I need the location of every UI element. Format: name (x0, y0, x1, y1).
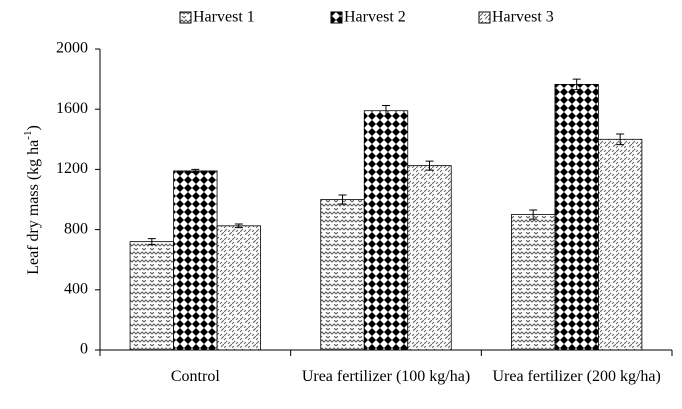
legend-swatch (179, 11, 192, 24)
bar (511, 214, 556, 351)
y-tick-label: 400 (64, 280, 88, 297)
bar (363, 110, 409, 351)
bar (173, 170, 218, 351)
y-tick-label: 800 (64, 220, 88, 237)
error-bar (572, 78, 581, 91)
legend-label: Harvest 1 (193, 9, 255, 26)
x-tick-label: Urea fertilizer (100 kg/ha) (301, 368, 471, 385)
x-tick-label: Urea fertilizer (200 kg/ha) (492, 368, 661, 385)
bar (407, 165, 452, 351)
x-tick-label: Control (170, 368, 220, 385)
error-bar (147, 238, 156, 246)
y-tick-label: 0 (80, 341, 88, 358)
y-axis-label: Leaf dry mass (kg ha-1) (22, 125, 42, 275)
error-bar (425, 160, 434, 171)
bar (598, 138, 643, 351)
error-bar (382, 104, 390, 117)
legend-label: Harvest 2 (344, 9, 406, 26)
y-tick-label: 1600 (56, 100, 88, 117)
y-tick-label: 2000 (56, 40, 88, 57)
error-bar (234, 223, 243, 229)
y-tick-label: 1200 (56, 160, 88, 177)
error-bar (338, 194, 347, 205)
error-bar (529, 209, 538, 220)
legend-swatch (478, 11, 491, 24)
bar (320, 199, 365, 351)
error-bar (616, 133, 625, 146)
bar (129, 241, 174, 351)
legend-swatch (330, 11, 343, 24)
legend-label: Harvest 3 (492, 9, 554, 26)
error-bar (191, 168, 200, 173)
bar (216, 225, 261, 351)
bar (554, 83, 599, 351)
